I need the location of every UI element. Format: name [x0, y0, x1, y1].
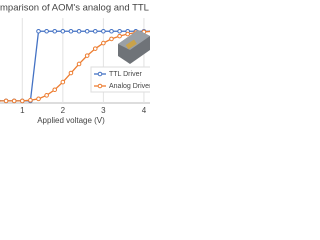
page: {"chart_data": { "type": "line", "title"… — [0, 0, 150, 150]
data-point — [76, 28, 82, 34]
data-point — [60, 28, 66, 34]
legend: TTL Driver Analog Driver — [90, 66, 150, 93]
data-point — [60, 79, 66, 85]
data-point — [117, 33, 122, 39]
data-point — [28, 97, 33, 103]
data-point — [68, 70, 74, 76]
x-tick-label: 4 — [142, 106, 147, 115]
data-point — [84, 53, 90, 58]
x-tick-label: 1 — [20, 106, 25, 115]
data-point — [76, 61, 82, 67]
device-photo — [118, 30, 150, 64]
legend-marker — [97, 71, 103, 77]
chart: mparison of AOM's analog and TTL dri 1 2 3… — [0, 0, 150, 150]
x-axis-label: Applied voltage (V) — [37, 116, 105, 125]
data-point — [3, 98, 9, 104]
data-point — [92, 28, 98, 34]
data-point — [36, 96, 41, 102]
legend-label: Analog Driver — [109, 83, 150, 90]
data-point — [44, 93, 49, 98]
plot — [0, 28, 150, 104]
data-point — [109, 28, 114, 34]
x-tick-label: 2 — [61, 106, 66, 115]
data-point — [19, 98, 25, 104]
data-point — [36, 28, 41, 34]
chart-title: mparison of AOM's analog and TTL dri — [0, 3, 150, 14]
data-point — [68, 28, 74, 34]
data-point — [101, 40, 106, 46]
data-point — [92, 46, 98, 51]
data-point — [52, 28, 58, 34]
legend-marker — [97, 83, 103, 89]
data-point — [101, 28, 106, 34]
x-tick-label: 3 — [101, 106, 106, 115]
data-point — [109, 36, 114, 42]
data-point — [125, 31, 131, 37]
legend-label: TTL Driver — [109, 71, 142, 78]
data-point — [11, 98, 17, 104]
data-point — [44, 28, 49, 34]
data-point — [52, 87, 58, 93]
data-point — [117, 28, 122, 34]
data-point — [84, 28, 90, 34]
